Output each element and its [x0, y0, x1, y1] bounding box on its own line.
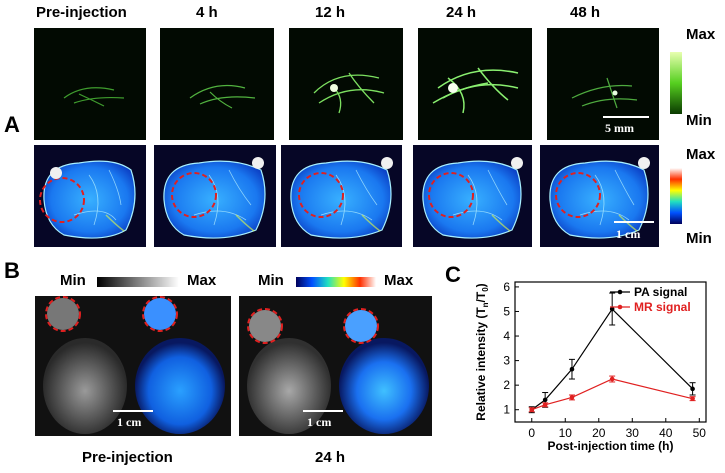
gray-colorbar [97, 277, 179, 287]
mr-image-4h [154, 145, 276, 247]
data-point [609, 306, 615, 312]
data-point [569, 366, 575, 372]
x-tick-label: 50 [693, 426, 707, 440]
panel-c-letter: C [445, 262, 461, 287]
mri-scale-label-1: 1 cm [117, 415, 142, 429]
mr-scale-bar [614, 221, 654, 223]
pa-image-4h [160, 28, 274, 140]
data-point [542, 402, 548, 408]
y-tick-label: 2 [503, 378, 510, 392]
mr-colorbar-max: Max [686, 146, 716, 163]
pa-colorbar-min: Min [686, 112, 712, 129]
mr-scale-label: 1 cm [616, 227, 641, 241]
timepoint-label-4h: 4 h [196, 4, 218, 21]
mri-scale-label-2: 1 cm [307, 415, 332, 429]
legend-label: MR signal [634, 300, 691, 314]
y-tick-label: 1 [503, 403, 510, 417]
caption-pre-injection: Pre-injection [82, 449, 173, 466]
gray-colorbar-max: Max [187, 272, 217, 289]
pa-image-48h: 5 mm [547, 28, 659, 140]
x-tick-label: 20 [592, 426, 606, 440]
data-point [529, 407, 535, 413]
data-point [609, 376, 615, 382]
mr-colorbar [670, 168, 682, 224]
y-tick-label: 6 [503, 280, 510, 294]
timepoint-label-48h: 48 h [570, 4, 601, 21]
mr-image-48h: 1 cm [540, 145, 659, 247]
data-point [690, 386, 695, 392]
panel-a-letter: A [4, 112, 20, 137]
pa-image-pre-injection [34, 28, 146, 140]
panel-b-letter: B [4, 258, 20, 283]
color-colorbar-max: Max [384, 272, 414, 289]
timepoint-label-24h: 24 h [446, 4, 477, 21]
pa-scale-bar [603, 116, 649, 118]
x-axis-label: Post-injection time (h) [548, 439, 674, 453]
x-tick-label: 0 [528, 426, 535, 440]
mri-scale-bar-1 [113, 410, 153, 412]
plot-frame [514, 281, 707, 423]
y-axis-label: Relative intensity (Tn/T0) [474, 283, 490, 420]
mri-image-24h: 1 cm [239, 296, 432, 436]
pa-colorbar [670, 52, 682, 114]
chart-svg: 0 10 20 30 40 50 1 2 3 4 5 6 Post-injection time (h)… [474, 280, 707, 453]
y-tick-label: 5 [503, 304, 510, 318]
timepoint-label-pre-injection: Pre-injection [36, 4, 127, 21]
legend-marker [617, 289, 623, 295]
mr-image-12h [281, 145, 402, 247]
legend-label: PA signal [634, 285, 687, 299]
mr-colorbar-min: Min [686, 230, 712, 247]
mr-image-pre-injection [34, 145, 146, 247]
timepoint-label-12h: 12 h [315, 4, 346, 21]
color-colorbar-min: Min [258, 272, 284, 289]
legend-marker [617, 304, 623, 310]
data-point [690, 396, 695, 401]
data-point [569, 395, 575, 400]
x-tick-label: 40 [659, 426, 673, 440]
pa-scale-label: 5 mm [605, 121, 634, 135]
pa-image-12h [289, 28, 403, 140]
y-tick-label: 4 [503, 329, 510, 343]
series-line-1 [531, 378, 693, 411]
pa-colorbar-max: Max [686, 26, 716, 43]
y-tick-label: 3 [503, 354, 510, 368]
color-colorbar [296, 277, 376, 287]
pa-image-24h [418, 28, 532, 140]
line-chart: 0 10 20 30 40 50 1 2 3 4 5 6 Post-injection time (h)… [440, 260, 720, 468]
data-point [542, 397, 548, 403]
caption-24h: 24 h [315, 449, 346, 466]
mr-image-24h [413, 145, 532, 247]
gray-colorbar-min: Min [60, 272, 86, 289]
mri-scale-bar-2 [303, 410, 343, 412]
mri-image-pre-injection: 1 cm [35, 296, 231, 436]
x-tick-label: 10 [559, 426, 573, 440]
x-tick-label: 30 [626, 426, 640, 440]
